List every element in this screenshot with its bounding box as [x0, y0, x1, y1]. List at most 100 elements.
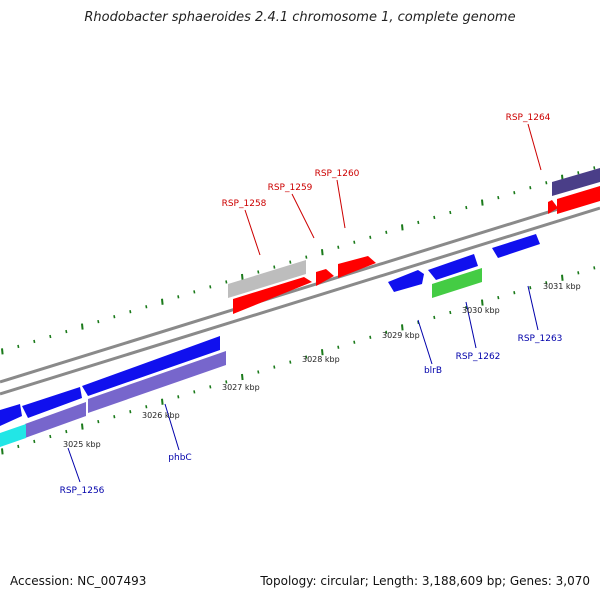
gene-label-blrb[interactable]: blrB — [424, 366, 442, 376]
upper-track-tick — [497, 195, 500, 200]
upper-track-tick — [113, 315, 116, 319]
lower-track-tick — [145, 405, 148, 409]
gene-rsp-1264a-feature[interactable] — [548, 200, 558, 214]
upper-track-tick — [353, 240, 356, 244]
leader-rsp-1256 — [67, 447, 81, 483]
lower-track-tick — [49, 434, 52, 439]
gene-label-rsp-1259[interactable]: RSP_1259 — [268, 183, 313, 193]
lower-track-tick — [177, 395, 180, 399]
gene-rsp-1257-feature[interactable] — [228, 260, 306, 298]
footer-accession: Accession: NC_007493 — [10, 574, 147, 588]
lower-track-tick — [113, 415, 116, 419]
lower-track-tick — [353, 340, 356, 344]
upper-track-tick — [545, 181, 548, 185]
upper-track-tick — [129, 310, 132, 314]
lower-track-tick — [17, 444, 20, 449]
upper-track-tick — [257, 270, 260, 274]
upper-track-tick — [145, 305, 148, 309]
upper-track-tick — [161, 298, 164, 305]
leader-rsp-1260 — [336, 179, 346, 229]
lower-track-tick — [209, 385, 212, 389]
lower-track-tick — [81, 423, 84, 430]
lower-track-tick — [65, 429, 68, 434]
leader-rsp-1263 — [527, 285, 539, 331]
scale-label-3029: 3029 kbp — [382, 331, 420, 340]
gene-rsp-1256-feature[interactable] — [0, 404, 22, 426]
gene-label-rsp-1258[interactable]: RSP_1258 — [222, 199, 267, 209]
upper-track-tick — [81, 323, 84, 330]
gene-blrb-feature[interactable] — [388, 270, 424, 292]
upper-track-tick — [385, 230, 388, 234]
lower-track-tick — [1, 448, 4, 455]
upper-track-tick — [273, 265, 276, 269]
upper-track-tick — [401, 224, 404, 231]
lower-track-tick — [561, 274, 564, 281]
gene-label-phbc[interactable]: phbC — [168, 453, 191, 463]
upper-track-tick — [577, 171, 580, 175]
upper-track-tick — [49, 334, 52, 339]
upper-track-tick — [337, 245, 340, 249]
upper-track-tick — [593, 166, 596, 170]
upper-track-tick — [449, 210, 452, 215]
leader-blrb — [417, 319, 433, 365]
gene-purple-right-feature[interactable] — [88, 351, 226, 413]
gene-phbc-feature[interactable] — [82, 336, 220, 396]
upper-track-tick — [97, 319, 100, 324]
leader-phbc — [164, 403, 180, 451]
leader-rsp-1262 — [465, 301, 477, 349]
gene-label-rsp-1256[interactable]: RSP_1256 — [60, 486, 105, 496]
lower-track-tick — [481, 299, 484, 306]
upper-track-tick — [33, 339, 36, 344]
lower-track-tick — [225, 380, 228, 384]
upper-track-tick — [17, 344, 20, 349]
gene-rsp-1258-feature[interactable] — [233, 277, 312, 314]
lower-track-tick — [529, 286, 532, 290]
lower-track-tick — [129, 410, 132, 414]
gene-rsp-1263-feature[interactable] — [492, 234, 540, 258]
gene-label-rsp-1264[interactable]: RSP_1264 — [506, 113, 551, 123]
gene-rsp-1261-feature[interactable] — [428, 254, 478, 280]
gene-purple-left-feature[interactable] — [25, 402, 86, 438]
lower-track-tick — [193, 390, 196, 394]
gene-label-rsp-1263[interactable]: RSP_1263 — [518, 334, 563, 344]
footer-summary: Topology: circular; Length: 3,188,609 bp… — [260, 574, 590, 588]
lower-track-tick — [273, 365, 276, 369]
upper-track-tick — [241, 273, 244, 281]
gene-cyan-feature[interactable] — [0, 424, 26, 447]
upper-track-tick — [65, 329, 68, 334]
gene-rsp-1260-feature[interactable] — [338, 256, 376, 278]
gene-rsp-1265-feature[interactable] — [552, 168, 600, 196]
lower-track-tick — [241, 373, 244, 381]
scale-label-3027: 3027 kbp — [222, 383, 260, 392]
lower-track-tick — [369, 335, 372, 339]
upper-track-tick — [513, 191, 516, 195]
gene-rsp-1262-feature[interactable] — [432, 268, 482, 298]
lower-track-tick — [401, 324, 404, 331]
leader-rsp-1259 — [291, 193, 315, 239]
gene-label-rsp-1262[interactable]: RSP_1262 — [456, 352, 501, 362]
lower-track-tick — [289, 360, 292, 364]
upper-track-tick — [369, 235, 372, 239]
lower-track-tick — [593, 266, 596, 270]
gene-rsp-1264-feature[interactable] — [557, 186, 600, 214]
upper-track-tick — [209, 285, 212, 289]
lower-track-tick — [577, 271, 580, 275]
gene-label-rsp-1260[interactable]: RSP_1260 — [315, 169, 360, 179]
upper-track-tick — [417, 220, 420, 225]
lower-track-tick — [305, 355, 308, 359]
lower-track-tick — [513, 291, 516, 295]
upper-track-tick — [305, 255, 308, 259]
lower-track-tick — [465, 305, 468, 310]
scale-label-3028: 3028 kbp — [302, 355, 340, 364]
lower-track-tick — [385, 330, 388, 334]
lower-track-tick — [545, 281, 548, 285]
upper-track-tick — [225, 280, 228, 284]
lower-tick-track — [1, 266, 596, 455]
upper-track-tick — [289, 260, 292, 264]
gene-rsp-1256b-feature[interactable] — [22, 387, 82, 418]
scale-label-3030: 3030 kbp — [462, 306, 500, 315]
upper-track-tick — [177, 295, 180, 299]
upper-track-tick — [465, 205, 468, 210]
gene-rsp-1259-feature[interactable] — [316, 269, 334, 286]
